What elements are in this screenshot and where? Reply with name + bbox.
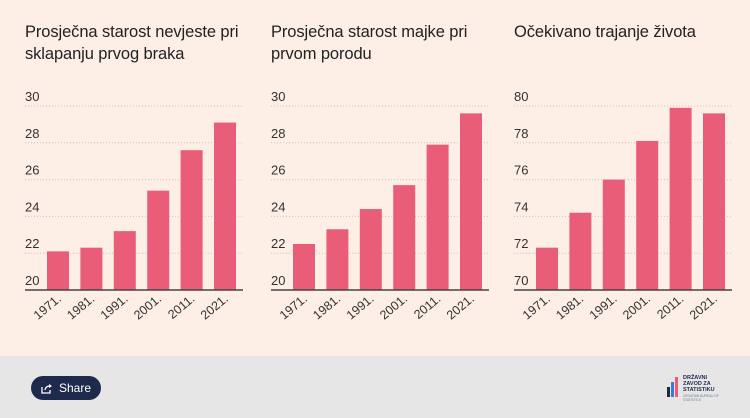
y-tick-label: 24 bbox=[271, 199, 285, 214]
bar bbox=[359, 209, 382, 290]
x-tick-label: 1981. bbox=[553, 292, 586, 323]
bar bbox=[602, 179, 625, 290]
x-tick-label: 1971. bbox=[31, 292, 64, 323]
bar bbox=[47, 251, 69, 290]
x-tick-label: 2001. bbox=[131, 292, 164, 323]
y-tick-label: 24 bbox=[25, 199, 39, 214]
bar bbox=[326, 229, 349, 290]
bar bbox=[703, 113, 725, 290]
x-tick-label: 1971. bbox=[520, 292, 553, 323]
y-tick-label: 74 bbox=[514, 199, 528, 214]
bar bbox=[636, 140, 659, 290]
bar bbox=[569, 212, 592, 290]
bar bbox=[393, 185, 416, 290]
bar bbox=[80, 247, 103, 290]
chart-panel-life-expectancy: Očekivano trajanje života 70 72 74 76 78 80 19… bbox=[514, 0, 750, 356]
y-tick-label: 28 bbox=[271, 126, 285, 141]
y-tick-label: 28 bbox=[25, 126, 39, 141]
chart-title: Prosječna starost majke pri prvom porodu bbox=[271, 23, 468, 63]
bar bbox=[460, 113, 482, 290]
footer-bar: Share DRŽAVNI ZAVOD ZA STATISTIKU CROATI… bbox=[0, 356, 750, 418]
x-tick-label: 1981. bbox=[310, 292, 343, 323]
y-tick-label: 80 bbox=[514, 89, 528, 104]
chart-title: Prosječna starost nevjeste pri sklapanju… bbox=[25, 23, 239, 63]
bar bbox=[426, 144, 449, 290]
x-tick-label: 2011. bbox=[654, 292, 686, 322]
chart-panel-bride-age: Prosječna starost nevjeste pri sklapanju… bbox=[25, 0, 265, 356]
bar bbox=[214, 122, 236, 290]
logo-text: DRŽAVNI ZAVOD ZA STATISTIKU bbox=[683, 375, 715, 393]
chart-area: Prosječna starost nevjeste pri sklapanju… bbox=[25, 0, 750, 356]
y-tick-label: 72 bbox=[514, 236, 528, 251]
chart-svg: 20 22 24 26 28 30 1971. 1981. 1991. 2001. 2011. 202… bbox=[271, 89, 489, 323]
y-tick-label: 26 bbox=[271, 163, 285, 178]
bar bbox=[113, 231, 136, 290]
x-tick-label: 2011. bbox=[165, 292, 197, 322]
bar bbox=[147, 190, 170, 290]
y-tick-label: 22 bbox=[271, 236, 285, 251]
x-tick-label: 2001. bbox=[377, 292, 410, 323]
y-tick-label: 70 bbox=[514, 273, 528, 288]
share-button[interactable]: Share bbox=[31, 376, 101, 400]
x-tick-label: 2021. bbox=[444, 292, 477, 323]
y-tick-label: 20 bbox=[271, 273, 285, 288]
y-tick-label: 30 bbox=[271, 89, 285, 104]
x-tick-label: 1991. bbox=[98, 292, 131, 323]
dzs-logo: DRŽAVNI ZAVOD ZA STATISTIKU CROATIAN BUR… bbox=[667, 373, 727, 409]
chart-panel-mother-age: Prosječna starost majke pri prvom porodu… bbox=[271, 0, 511, 356]
y-tick-label: 22 bbox=[25, 236, 39, 251]
x-tick-label: 2021. bbox=[687, 292, 720, 323]
x-tick-label: 1991. bbox=[344, 292, 377, 323]
bar bbox=[669, 107, 692, 290]
bar bbox=[536, 247, 558, 290]
y-tick-label: 76 bbox=[514, 163, 528, 178]
y-tick-label: 20 bbox=[25, 273, 39, 288]
bar bbox=[293, 244, 315, 290]
x-tick-label: 2021. bbox=[198, 292, 231, 323]
x-tick-label: 2011. bbox=[411, 292, 443, 322]
share-label: Share bbox=[58, 381, 92, 395]
chart-svg: 70 72 74 76 78 80 1971. 1981. 1991. 2001. 2011. 202… bbox=[514, 89, 732, 323]
x-tick-label: 1971. bbox=[277, 292, 310, 323]
y-tick-label: 26 bbox=[25, 163, 39, 178]
bar bbox=[180, 150, 203, 290]
chart-svg: 20 22 24 26 28 30 1971. 1981. 1991. 2001. 2011. 202… bbox=[25, 89, 243, 323]
x-tick-label: 1991. bbox=[587, 292, 620, 323]
y-tick-label: 78 bbox=[514, 126, 528, 141]
share-icon bbox=[41, 383, 52, 394]
chart-title: Očekivano trajanje života bbox=[514, 23, 696, 41]
y-tick-label: 30 bbox=[25, 89, 39, 104]
logo-bars-icon bbox=[667, 377, 678, 397]
x-tick-label: 2001. bbox=[620, 292, 653, 323]
x-tick-label: 1981. bbox=[64, 292, 97, 323]
logo-subtext: CROATIAN BUREAU OF STATISTICS bbox=[683, 394, 719, 402]
